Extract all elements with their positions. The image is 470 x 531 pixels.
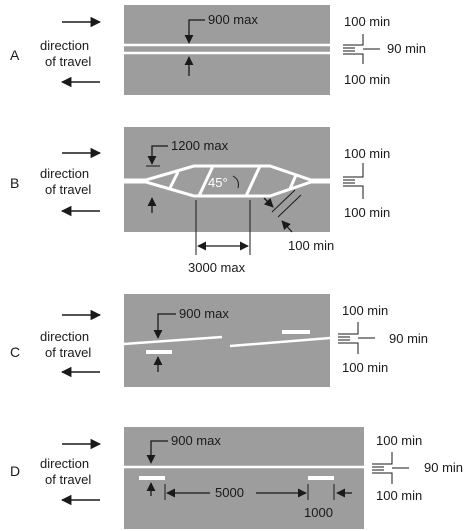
direction-label-line1: direction xyxy=(40,38,89,53)
panel-c: C direction of travel 900 max 100 min 90… xyxy=(10,294,428,387)
angle-label: 45° xyxy=(208,175,228,190)
leader-line xyxy=(157,313,176,319)
direction-label-line1: direction xyxy=(40,329,89,344)
panel-a: A direction of travel 900 max 100 min 90… xyxy=(10,5,426,95)
marker-block-left xyxy=(146,350,172,354)
road-surface xyxy=(124,5,330,95)
min-mid-label: 90 min xyxy=(424,460,463,475)
hatch-width-line-b xyxy=(277,194,302,218)
min-mid-label: 90 min xyxy=(389,331,428,346)
min-mid-label: 90 min xyxy=(387,41,426,56)
min-top-label: 100 min xyxy=(344,14,390,29)
max-gap-label: 900 max xyxy=(179,306,229,321)
direction-label-line2: of travel xyxy=(45,472,91,487)
leader-line xyxy=(151,145,168,150)
length-label: 3000 max xyxy=(188,260,246,275)
min-bottom-label: 100 min xyxy=(342,360,388,375)
direction-label-line1: direction xyxy=(40,166,89,181)
direction-label-line2: of travel xyxy=(45,54,91,69)
detail-bracket xyxy=(343,163,364,199)
hatched-island xyxy=(124,164,330,198)
detail-bracket xyxy=(372,452,409,484)
panel-d-letter: D xyxy=(10,463,20,479)
marker-block-left xyxy=(139,476,165,480)
marker-block-right xyxy=(282,330,310,334)
direction-label-line2: of travel xyxy=(45,345,91,360)
hatch-width-arrow-out xyxy=(281,220,293,233)
panel-b: B direction of travel 45° 1200 max 3000 … xyxy=(10,127,390,275)
panel-a-letter: A xyxy=(10,47,20,63)
min-bottom-label: 100 min xyxy=(376,488,422,503)
min-bottom-label: 100 min xyxy=(344,72,390,87)
min-top-label: 100 min xyxy=(342,303,388,318)
min-bottom-label: 100 min xyxy=(344,205,390,220)
direction-label-line1: direction xyxy=(40,456,89,471)
direction-label-line2: of travel xyxy=(45,182,91,197)
panel-d: D direction of travel 900 max 5000 1000 xyxy=(10,427,463,529)
max-gap-label: 900 max xyxy=(208,12,258,27)
min-top-label: 100 min xyxy=(344,146,390,161)
panel-c-letter: C xyxy=(10,344,20,360)
spacing-label: 5000 xyxy=(215,485,244,500)
panel-b-letter: B xyxy=(10,175,19,191)
min-top-label: 100 min xyxy=(376,433,422,448)
leader-line xyxy=(150,440,168,446)
detail-bracket xyxy=(343,34,380,64)
segment-label: 1000 xyxy=(304,505,333,520)
detail-bracket xyxy=(338,322,375,354)
offset-centre-line xyxy=(123,335,331,348)
hatch-width-arrow-in xyxy=(263,197,274,208)
hatch-width-label: 100 min xyxy=(288,238,334,253)
leader-line xyxy=(188,19,205,25)
hatch-width-line-a xyxy=(271,189,296,213)
max-width-label: 1200 max xyxy=(171,138,229,153)
max-gap-label: 900 max xyxy=(171,433,221,448)
marker-block-right xyxy=(308,476,334,480)
angle-arc xyxy=(232,175,239,189)
